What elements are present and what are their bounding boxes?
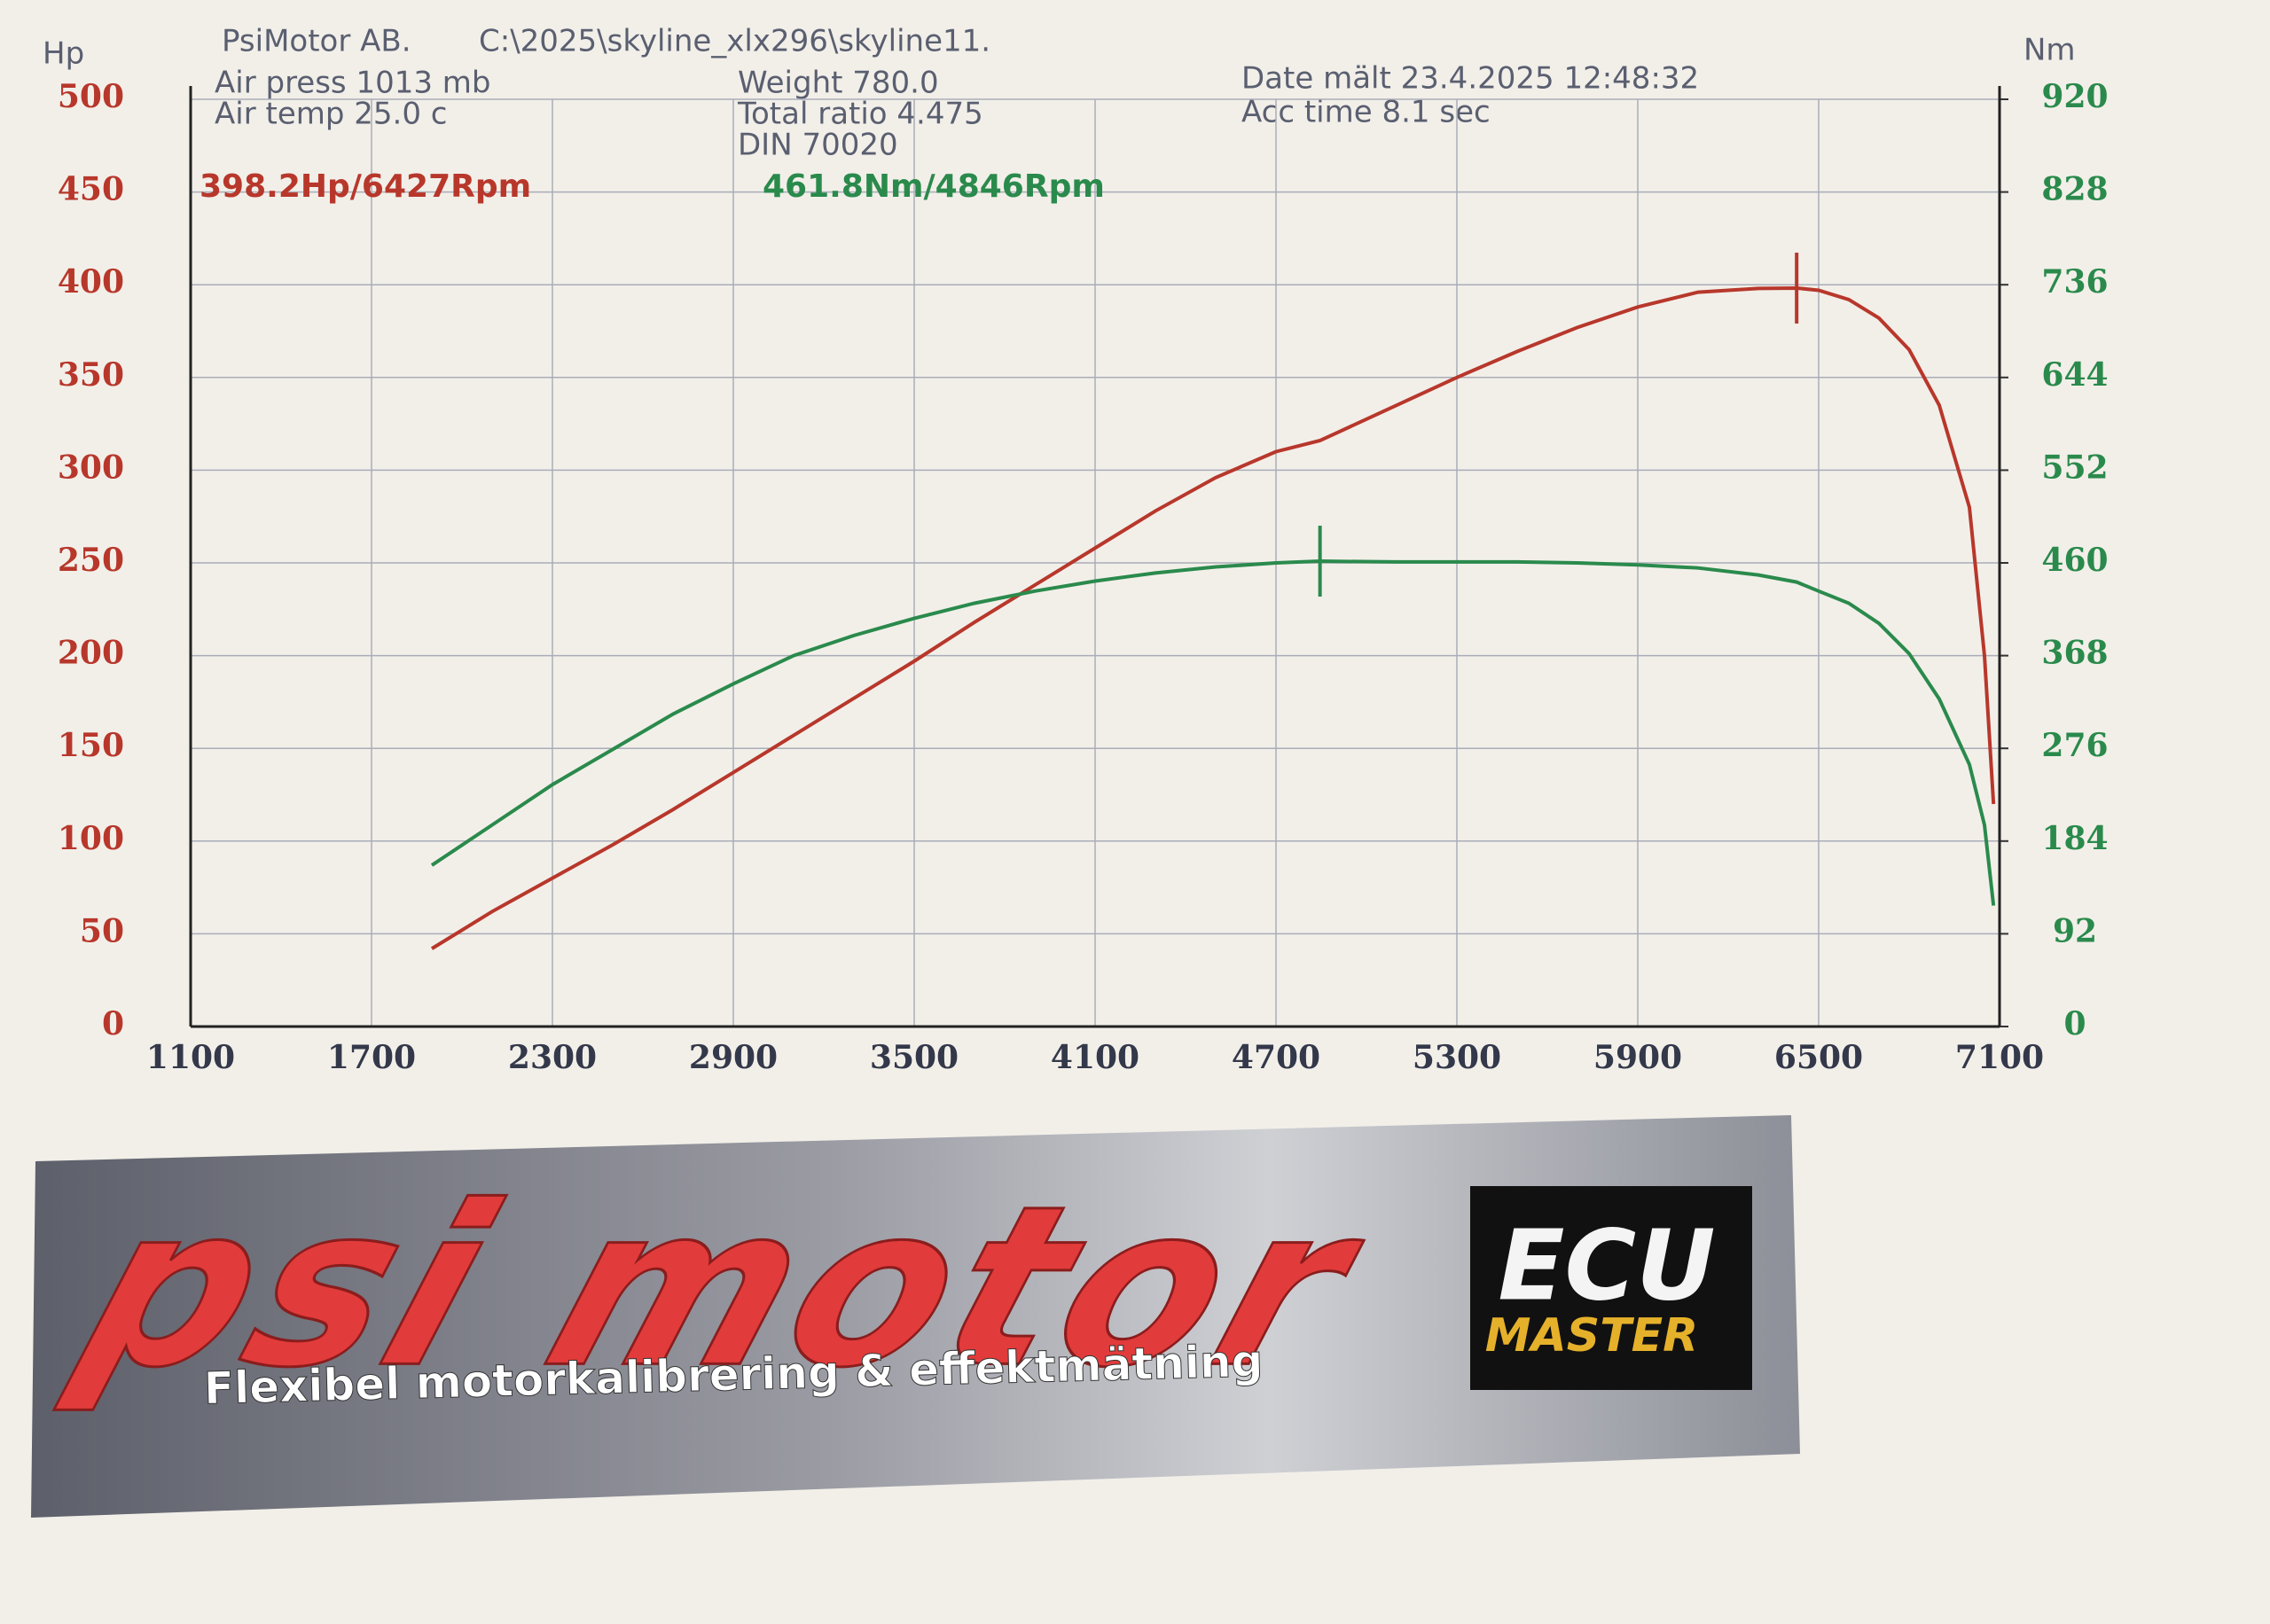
logo: psi motor [51, 1159, 1391, 1416]
y2-tick-label: 736 [2041, 263, 2108, 301]
air-press: Air press 1013 mb [215, 66, 491, 101]
plot: 1100 1700 2300 2900 3500 4100 4700 5300 5900 6500… [58, 78, 2109, 1076]
series-line [430, 285, 1996, 950]
master-text: MASTER [1485, 1309, 1698, 1362]
file-path: C:\2025\skyline_xlx296\skyline11. [479, 24, 990, 59]
x-tick-label: 4700 [1232, 1039, 1320, 1076]
y-axis-label: Hp [43, 36, 84, 72]
series-line [430, 558, 1996, 906]
y2-tick-label: 460 [2041, 542, 2108, 579]
din: DIN 70020 [738, 128, 898, 163]
y2-tick-label: 552 [2041, 449, 2108, 486]
y2-tick-label: 368 [2041, 635, 2108, 672]
weight: Weight 780.0 [738, 66, 939, 101]
x-tick-label: 1700 [327, 1039, 416, 1076]
x-tick-label: 6500 [1774, 1039, 1863, 1076]
date: Date mält 23.4.2025 12:48:32 [1241, 61, 1699, 97]
y-tick-label: 50 [80, 912, 124, 949]
y-tick-label: 200 [58, 635, 124, 672]
ecu-box [1470, 1186, 1752, 1390]
x-tick-label: 5900 [1593, 1039, 1682, 1076]
x-tick-label: 2300 [508, 1039, 597, 1076]
ecu-text: ECU [1498, 1208, 1715, 1322]
y-tick-label: 300 [58, 449, 124, 486]
x-tick-label: 7100 [1955, 1039, 2044, 1076]
x-tick-label: 5300 [1413, 1039, 1501, 1076]
y2-tick-label: 184 [2041, 820, 2108, 857]
y2-tick-label: 920 [2041, 78, 2108, 115]
x-tick-label: 2900 [689, 1039, 778, 1076]
y-tick-label: 150 [58, 727, 124, 764]
air-temp: Air temp 25.0 c [215, 97, 447, 132]
y2-tick-label: 92 [2053, 912, 2097, 949]
y-tick-label: 100 [58, 820, 124, 857]
y-tick-label: 400 [58, 263, 124, 301]
peak-annotation: 398.2Hp/6427Rpm [200, 168, 531, 205]
company: PsiMotor AB. [222, 24, 411, 59]
y-tick-label: 450 [58, 171, 124, 208]
banner: psi motor Flexibel motorkalibrering & ef… [31, 1115, 1800, 1518]
acc-time: Acc time 8.1 sec [1241, 95, 1491, 130]
x-tick-label: 3500 [870, 1039, 959, 1076]
y2-tick-label: 276 [2041, 727, 2108, 764]
x-tick-label: 4100 [1051, 1039, 1139, 1076]
banner-bg [31, 1115, 1800, 1518]
x-tick-label: 1100 [146, 1039, 235, 1076]
y2-tick-label: 644 [2041, 356, 2108, 394]
y2-tick-label: 828 [2041, 171, 2108, 208]
y2-tick-label: 0 [2063, 1005, 2086, 1042]
y-tick-label: 500 [58, 78, 124, 115]
y-tick-label: 350 [58, 356, 124, 394]
y-tick-label: 250 [58, 542, 124, 579]
y2-axis-label: Nm [2023, 33, 2076, 68]
peak-annotation: 461.8Nm/4846Rpm [763, 168, 1105, 205]
y-tick-label: 0 [102, 1005, 124, 1042]
total-ratio: Total ratio 4.475 [737, 97, 983, 132]
